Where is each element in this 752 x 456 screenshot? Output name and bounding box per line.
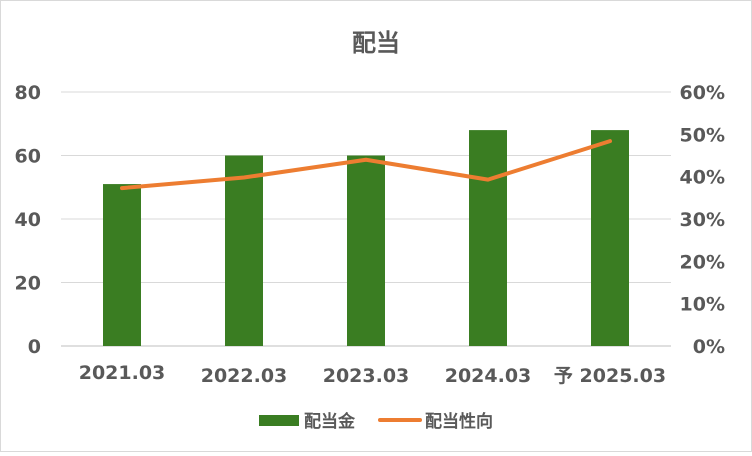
right-axis-ticks: 0% 10% 20% 30% 40% 50% 60% <box>680 82 725 358</box>
left-tick-label: 0 <box>28 336 41 358</box>
bar <box>591 130 629 346</box>
right-tick-label: 30% <box>680 209 725 231</box>
left-tick-label: 60 <box>15 146 41 168</box>
legend-label-bar: 配当金 <box>304 411 356 432</box>
legend-swatch-bar <box>259 415 299 426</box>
bar <box>103 184 141 346</box>
chart-title: 配当 <box>352 29 400 57</box>
category-label: 2021.03 <box>79 362 166 384</box>
legend: 配当金 配当性向 <box>259 411 493 432</box>
right-tick-label: 20% <box>680 251 725 273</box>
legend-label-line: 配当性向 <box>425 411 493 432</box>
right-tick-label: 60% <box>680 82 725 104</box>
bar <box>347 156 385 347</box>
right-tick-label: 50% <box>680 124 725 146</box>
left-tick-label: 80 <box>15 82 41 104</box>
left-axis-ticks: 0 20 40 60 80 <box>15 82 41 358</box>
bar <box>469 130 507 346</box>
left-tick-label: 20 <box>15 273 41 295</box>
category-label: 2024.03 <box>445 365 532 387</box>
bar <box>225 156 263 347</box>
right-tick-label: 0% <box>693 336 725 358</box>
right-tick-label: 10% <box>680 294 725 316</box>
category-label: 予 2025.03 <box>554 365 666 387</box>
bar-series <box>103 130 629 346</box>
right-tick-label: 40% <box>680 167 725 189</box>
left-tick-label: 40 <box>15 209 41 231</box>
category-label: 2023.03 <box>323 365 410 387</box>
category-label: 2022.03 <box>201 365 288 387</box>
category-axis-labels: 2021.03 2022.03 2023.03 2024.03 予 2025.03 <box>79 362 666 387</box>
